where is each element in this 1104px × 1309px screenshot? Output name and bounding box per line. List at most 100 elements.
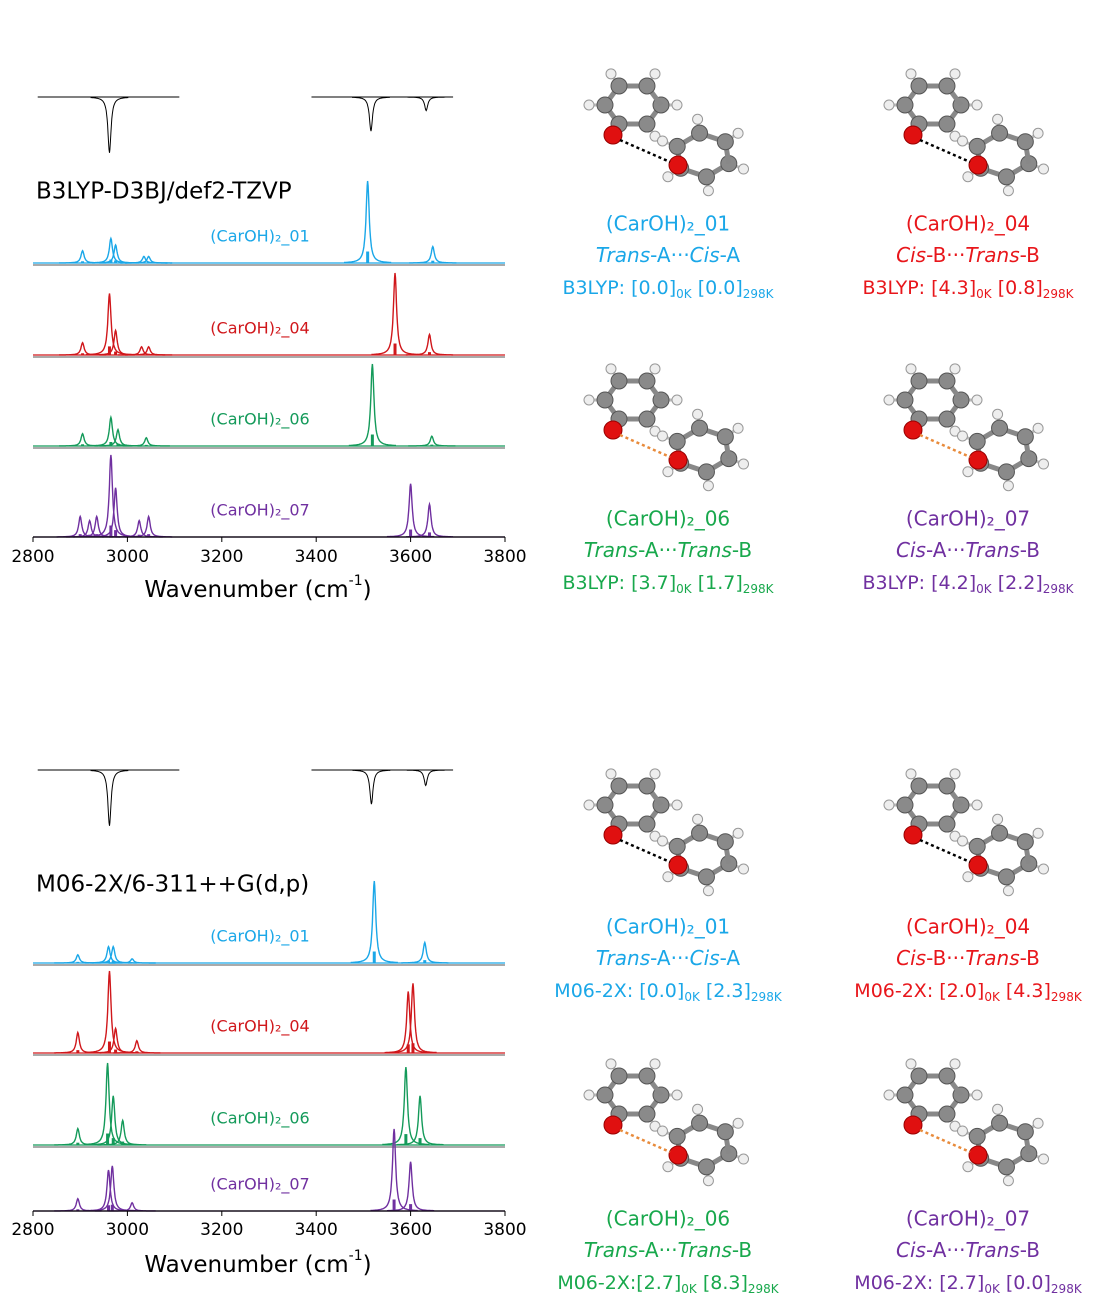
o-atom [969, 856, 987, 874]
spectrum-panel: B3LYP-D3BJ/def2-TZVP(CarOH)₂_01(CarOH)₂_… [11, 97, 526, 603]
conformer-part: -A [720, 243, 741, 267]
c-atom [969, 138, 985, 154]
structure: (CarOH)₂_06Trans-A···Trans-BM06-2X:[2.7]… [557, 1059, 779, 1296]
o-atom [969, 1146, 987, 1164]
energy-part: [0.8] [992, 277, 1043, 299]
band [92, 330, 139, 354]
o-atom [904, 826, 922, 844]
c-atom [692, 125, 708, 141]
o-atom [604, 826, 622, 844]
o-atom [669, 156, 687, 174]
h-atom [1003, 886, 1013, 896]
series-label: (CarOH)₂_07 [210, 501, 309, 521]
structure-name: (CarOH)₂_06 [606, 507, 730, 531]
x-axis-label-part: -1 [349, 1248, 363, 1264]
conformer-part: -B [1020, 538, 1040, 562]
band [54, 1129, 101, 1145]
energy: M06-2X: [2.0]0K [4.3]298K [854, 980, 1083, 1004]
energy-part: B3LYP: [3.7] [562, 572, 676, 594]
structure: (CarOH)₂_01Trans-A···Cis-AM06-2X: [0.0]0… [554, 769, 783, 1004]
c-atom [698, 464, 714, 480]
band [92, 1028, 139, 1052]
c-atom [897, 392, 913, 408]
h-atom [584, 395, 594, 405]
energy-part: 0K [676, 582, 693, 596]
h-atom [672, 800, 682, 810]
energy-part: M06-2X: [2.0] [854, 980, 984, 1002]
energy-part: 298K [743, 287, 775, 301]
series-label: (CarOH)₂_01 [210, 927, 309, 947]
stick [423, 960, 426, 963]
stick [409, 1204, 412, 1211]
h-atom [703, 481, 713, 491]
h-atom [584, 100, 594, 110]
band [59, 434, 106, 446]
h-atom [663, 172, 673, 182]
x-axis-label-part: Wavenumber (cm [144, 577, 348, 603]
band [59, 251, 106, 263]
conformer-part: -A··· [638, 538, 678, 562]
c-atom [992, 825, 1008, 841]
c-atom [969, 433, 985, 449]
h-atom [739, 459, 749, 469]
o-atom [904, 421, 922, 439]
c-atom [639, 1106, 655, 1122]
h-atom [739, 864, 749, 874]
c-atom [998, 169, 1014, 185]
h-atom [957, 136, 967, 146]
c-atom [897, 797, 913, 813]
c-atom [897, 1087, 913, 1103]
stick [411, 1043, 414, 1053]
energy-part: [1.7] [692, 572, 743, 594]
energy: M06-2X: [0.0]0K [2.3]298K [554, 980, 783, 1004]
h-atom [663, 467, 673, 477]
c-atom [911, 373, 927, 389]
h-atom [1003, 186, 1013, 196]
structure-name: (CarOH)₂_06 [606, 1207, 730, 1231]
stick [409, 530, 412, 537]
c-atom [939, 373, 955, 389]
structure-name: (CarOH)₂_04 [906, 212, 1030, 236]
stick [419, 1138, 422, 1145]
structure: (CarOH)₂_04Cis-B···Trans-BM06-2X: [2.0]0… [854, 769, 1083, 1004]
experiment-band [91, 771, 129, 826]
conformer-part: -B [732, 1238, 752, 1262]
series-label: (CarOH)₂_04 [210, 1017, 309, 1037]
stick [145, 445, 148, 446]
stick [147, 262, 150, 263]
h-atom [693, 409, 703, 419]
c-atom [939, 116, 955, 132]
stick [114, 260, 117, 263]
x-tick-label: 3400 [295, 1220, 338, 1240]
h-atom [1033, 1118, 1043, 1128]
conformer-part: Trans [965, 243, 1019, 267]
c-atom [939, 1106, 955, 1122]
h-atom [957, 836, 967, 846]
conformer-part: Cis [896, 946, 926, 970]
c-atom [911, 1068, 927, 1084]
h-atom [672, 100, 682, 110]
energy-part: M06-2X: [0.0] [554, 980, 684, 1002]
h-atom [693, 814, 703, 824]
h-atom [884, 1090, 894, 1100]
h-atom [1033, 828, 1043, 838]
h-atom [1039, 864, 1049, 874]
c-atom [639, 778, 655, 794]
experiment-band [407, 770, 445, 785]
stick [393, 1200, 396, 1211]
c-atom [669, 1128, 685, 1144]
energy-part: B3LYP: [0.0] [562, 277, 676, 299]
conformer: Trans-A···Cis-A [596, 946, 741, 970]
stick [428, 532, 431, 537]
h-atom [703, 1176, 713, 1186]
conformer-part: -A··· [926, 538, 966, 562]
stick [81, 444, 84, 446]
h-atom [606, 364, 616, 374]
conformer-part: Cis [896, 1238, 926, 1262]
o-atom [904, 1116, 922, 1134]
conformer-part: Trans [965, 946, 1019, 970]
band [125, 347, 172, 355]
structure-name: (CarOH)₂_07 [906, 1207, 1030, 1231]
band [86, 294, 133, 355]
h-atom [657, 836, 667, 846]
